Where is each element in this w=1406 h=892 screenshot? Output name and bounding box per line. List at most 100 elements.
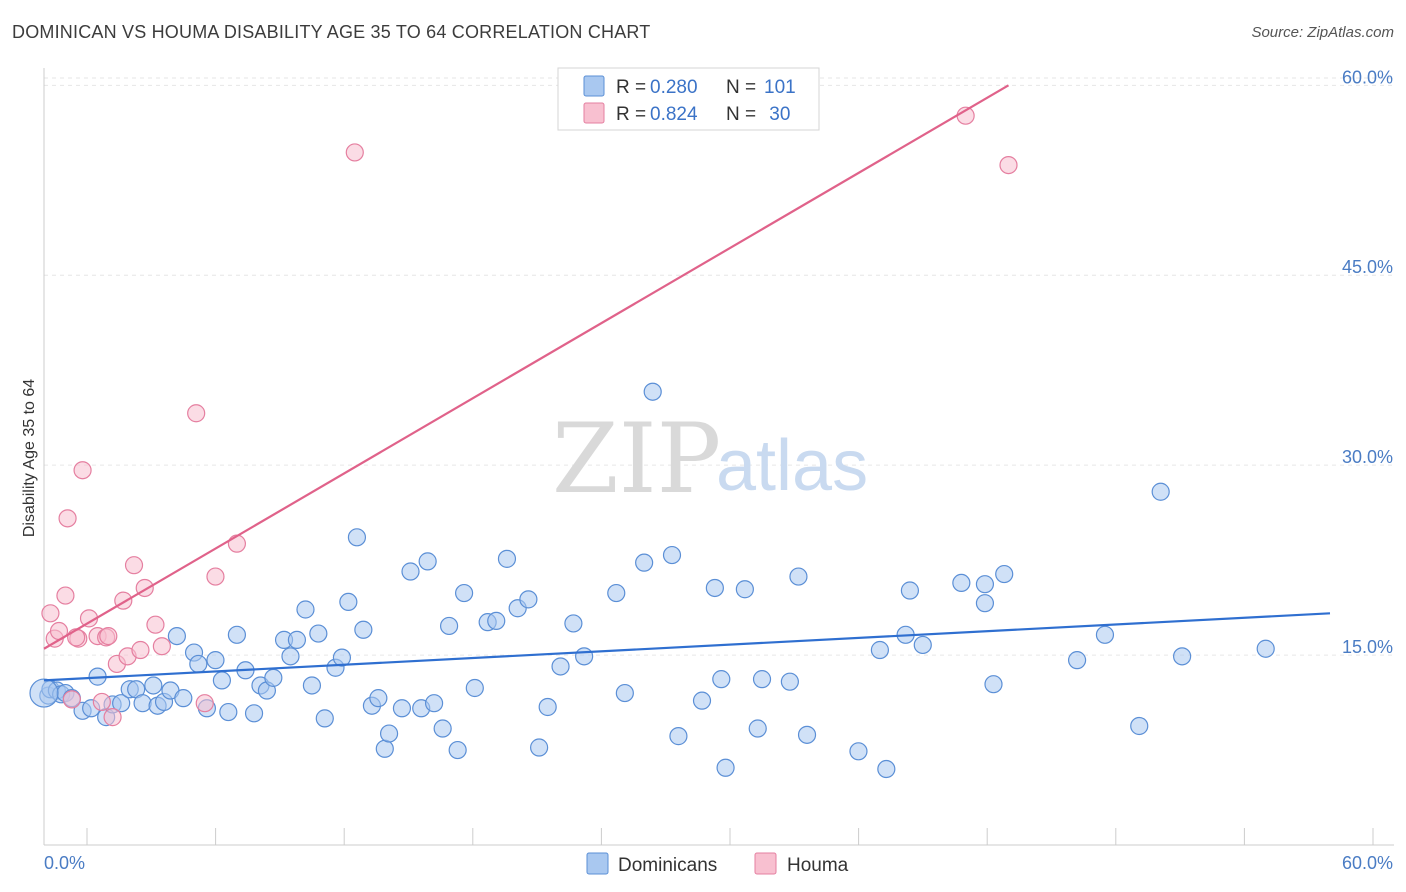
dominicans-point-25 — [212, 671, 231, 690]
dominicans-point-101 — [1256, 639, 1275, 658]
dominicans-point-44 — [354, 620, 373, 639]
dominicans-point-large — [29, 678, 59, 708]
bottom-legend-swatch-dominicans — [586, 852, 609, 875]
houma-point-3 — [56, 586, 75, 605]
legend-n-label-0: N = — [726, 77, 756, 98]
dominicans-point-95 — [995, 564, 1014, 584]
dominicans-point-20 — [174, 689, 193, 708]
dominicans-point-63 — [519, 590, 538, 609]
dominicans-point-89 — [900, 581, 920, 600]
dominicans-point-65 — [538, 697, 557, 717]
legend-r-value-0: 0.280 — [650, 77, 698, 98]
dominicans-point-100 — [1173, 647, 1192, 666]
scatter-points — [29, 106, 1275, 779]
houma-point-10 — [92, 692, 111, 712]
dominicans-point-64 — [530, 738, 549, 757]
legend-swatch-dominicans — [583, 75, 605, 97]
houma-point-0 — [41, 604, 60, 623]
dominicans-point-36 — [296, 600, 315, 619]
dominicans-point-53 — [424, 694, 444, 713]
dominicans-point-91 — [952, 573, 971, 593]
houma-point-28 — [67, 628, 86, 647]
houma-point-17 — [131, 640, 150, 660]
dominicans-point-50 — [401, 562, 420, 581]
legend-n-label-1: N = — [726, 104, 756, 125]
y-axis-label: Disability Age 35 to 64 — [21, 379, 38, 537]
dominicans-point-61 — [497, 549, 517, 568]
dominicans-point-24 — [206, 651, 225, 670]
dominicans-point-15 — [144, 676, 163, 695]
dominicans-point-93 — [975, 575, 995, 594]
dominicans-point-11 — [112, 694, 131, 713]
houma-point-23 — [206, 567, 225, 586]
dominicans-point-68 — [575, 647, 594, 666]
houma-point-19 — [146, 615, 165, 634]
legend-r-label-0: R = — [616, 77, 646, 98]
dominicans-point-56 — [448, 740, 467, 760]
dominicans-point-66 — [551, 657, 570, 676]
legend-n-value-0: 101 — [764, 77, 796, 98]
dominicans-point-87 — [877, 759, 896, 779]
dominicans-point-58 — [465, 678, 484, 698]
dominicans-point-46 — [369, 689, 388, 708]
houma-point-29 — [99, 626, 118, 646]
x-tick-label-max: 60.0% — [1342, 853, 1393, 873]
houma-point-21 — [187, 404, 206, 423]
dominicans-point-41 — [332, 648, 352, 667]
dominicans-point-29 — [244, 704, 264, 723]
dominicans-point-73 — [662, 545, 682, 565]
dominicans-point-34 — [281, 647, 300, 666]
dominicans-point-77 — [712, 670, 731, 689]
dominicans-point-94 — [984, 675, 1003, 694]
dominicans-point-57 — [454, 583, 474, 603]
dominicans-point-54 — [433, 719, 452, 738]
dominicans-point-37 — [302, 676, 322, 695]
watermark-atlas: atlas — [716, 426, 868, 506]
dominicans-point-70 — [615, 683, 634, 703]
legend-r-value-1: 0.824 — [650, 104, 698, 125]
dominicans-point-84 — [797, 725, 817, 744]
dominicans-point-79 — [735, 580, 754, 599]
dominicans-point-81 — [752, 670, 772, 689]
legend-r-label-1: R = — [616, 104, 646, 125]
dominicans-point-32 — [264, 668, 283, 687]
dominicans-point-98 — [1130, 716, 1149, 736]
dominicans-point-35 — [287, 630, 307, 649]
dominicans-point-96 — [1067, 651, 1087, 670]
dominicans-point-97 — [1095, 625, 1115, 644]
dominicans-point-83 — [789, 567, 808, 586]
houma-point-22 — [195, 694, 214, 713]
dominicans-point-38 — [309, 624, 328, 643]
houma-point-12 — [103, 708, 122, 727]
dominicans-point-90 — [913, 635, 932, 655]
houma-point-25 — [345, 143, 364, 162]
dominicans-point-14 — [133, 694, 152, 713]
dominicans-point-42 — [339, 592, 358, 612]
chart-title: DOMINICAN VS HOUMA DISABILITY AGE 35 TO … — [12, 22, 651, 42]
dominicans-point-26 — [219, 702, 238, 722]
dominicans-point-75 — [692, 691, 712, 710]
bottom-legend: Dominicans Houma — [586, 852, 849, 876]
dominicans-point-55 — [439, 616, 459, 636]
axes — [43, 68, 1394, 846]
houma-point-24 — [227, 534, 246, 553]
dominicans-point-69 — [607, 583, 626, 603]
y-tick-label-60: 60.0% — [1342, 67, 1393, 87]
dominicans-point-71 — [635, 553, 654, 572]
dominicans-point-39 — [315, 709, 334, 728]
x-tick-label-min: 0.0% — [44, 853, 85, 873]
y-tick-label-45: 45.0% — [1342, 257, 1393, 277]
gridlines — [44, 77, 1394, 656]
dominicans-point-52 — [418, 552, 437, 571]
dominicans-point-92 — [975, 594, 995, 613]
trend-lines — [43, 84, 1331, 682]
watermark: ZIP atlas — [552, 403, 868, 515]
dominicans-point-99 — [1151, 482, 1170, 501]
dominicans-point-78 — [716, 758, 735, 777]
dominicans-point-82 — [780, 672, 799, 691]
dominicans-point-85 — [849, 742, 868, 761]
legend-box: R = 0.280 N = 101 R = 0.824 N = 30 — [557, 67, 820, 131]
y-tick-label-15: 15.0% — [1342, 637, 1393, 657]
dominicans-point-49 — [392, 699, 412, 718]
